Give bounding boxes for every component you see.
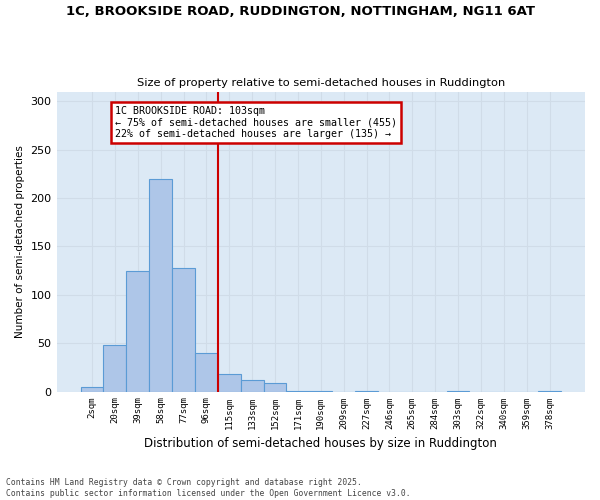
Y-axis label: Number of semi-detached properties: Number of semi-detached properties bbox=[15, 145, 25, 338]
Bar bbox=[218, 374, 241, 392]
Text: Contains HM Land Registry data © Crown copyright and database right 2025.
Contai: Contains HM Land Registry data © Crown c… bbox=[6, 478, 410, 498]
Bar bbox=[310, 390, 332, 392]
X-axis label: Distribution of semi-detached houses by size in Ruddington: Distribution of semi-detached houses by … bbox=[145, 437, 497, 450]
Title: Size of property relative to semi-detached houses in Ruddington: Size of property relative to semi-detach… bbox=[137, 78, 505, 88]
Bar bbox=[241, 380, 263, 392]
Bar bbox=[149, 178, 172, 392]
Bar bbox=[195, 353, 218, 392]
Bar bbox=[80, 386, 103, 392]
Bar bbox=[355, 390, 378, 392]
Bar bbox=[103, 345, 127, 392]
Text: 1C, BROOKSIDE ROAD, RUDDINGTON, NOTTINGHAM, NG11 6AT: 1C, BROOKSIDE ROAD, RUDDINGTON, NOTTINGH… bbox=[65, 5, 535, 18]
Bar bbox=[172, 268, 195, 392]
Text: 1C BROOKSIDE ROAD: 103sqm
← 75% of semi-detached houses are smaller (455)
22% of: 1C BROOKSIDE ROAD: 103sqm ← 75% of semi-… bbox=[115, 106, 397, 140]
Bar bbox=[127, 270, 149, 392]
Bar bbox=[446, 390, 469, 392]
Bar bbox=[286, 390, 310, 392]
Bar bbox=[538, 390, 561, 392]
Bar bbox=[263, 383, 286, 392]
